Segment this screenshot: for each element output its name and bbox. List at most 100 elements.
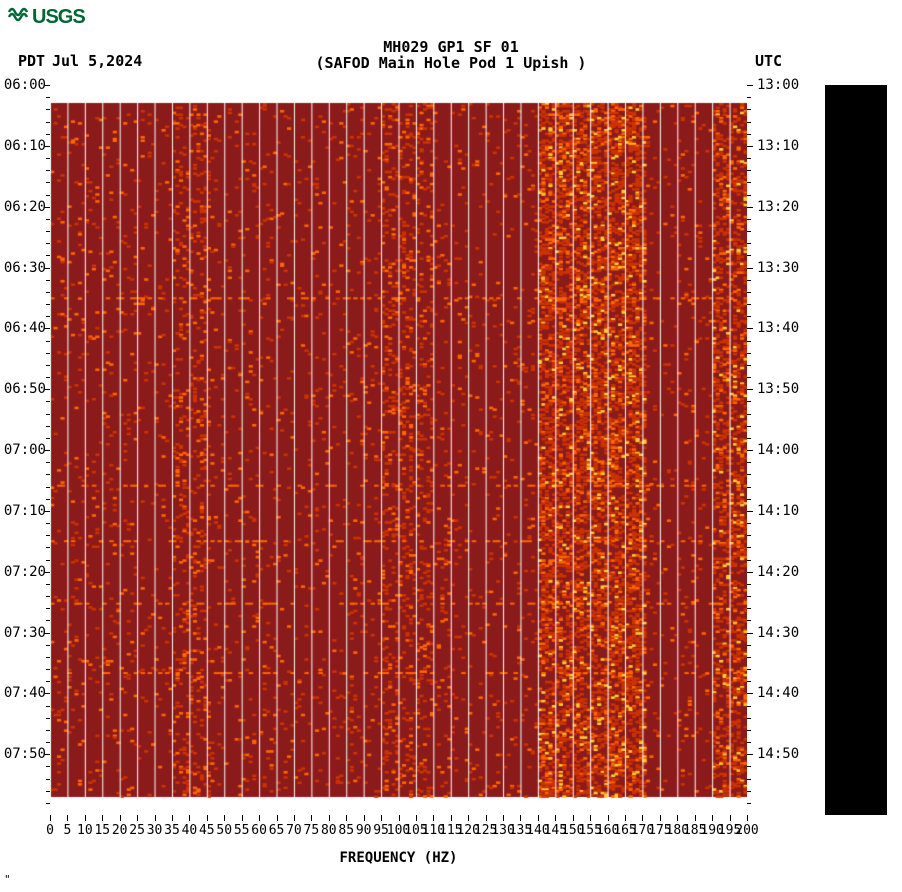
y-right-tick-label: 13:00: [757, 77, 799, 93]
y-right-tick-label: 14:30: [757, 625, 799, 641]
y-right-minor-tick: [747, 304, 751, 305]
y-right-minor-tick: [747, 377, 751, 378]
y-left-tick-mark: [44, 146, 50, 147]
y-left-minor-tick: [46, 353, 50, 354]
x-tick-label: 80: [321, 823, 337, 838]
x-tick-mark: [207, 815, 208, 821]
y-right-minor-tick: [747, 97, 751, 98]
y-right-minor-tick: [747, 316, 751, 317]
y-right-minor-tick: [747, 231, 751, 232]
y-right-minor-tick: [747, 109, 751, 110]
y-right-tick-mark: [747, 572, 753, 573]
left-timezone-label: PDT: [18, 52, 45, 70]
y-right-minor-tick: [747, 170, 751, 171]
y-right-tick-label: 13:40: [757, 320, 799, 336]
y-right-tick-label: 14:50: [757, 746, 799, 762]
y-right-tick-mark: [747, 328, 753, 329]
y-right-minor-tick: [747, 414, 751, 415]
y-left-minor-tick: [46, 109, 50, 110]
y-right-minor-tick: [747, 195, 751, 196]
y-right-tick-label: 13:30: [757, 260, 799, 276]
x-axis-label: FREQUENCY (HZ): [0, 850, 797, 866]
y-right-tick-label: 14:20: [757, 564, 799, 580]
y-left-minor-tick: [46, 195, 50, 196]
x-tick-mark: [85, 815, 86, 821]
y-left-minor-tick: [46, 681, 50, 682]
x-tick-label: 70: [286, 823, 302, 838]
y-right-minor-tick: [747, 280, 751, 281]
y-right-minor-tick: [747, 718, 751, 719]
y-right-minor-tick: [747, 596, 751, 597]
x-tick-label: 85: [338, 823, 354, 838]
x-tick-mark: [712, 815, 713, 821]
y-left-minor-tick: [46, 742, 50, 743]
x-tick-label: 90: [356, 823, 372, 838]
y-right-minor-tick: [747, 499, 751, 500]
x-tick-mark: [346, 815, 347, 821]
y-left-tick-label: 06:50: [2, 381, 46, 397]
y-left-minor-tick: [46, 596, 50, 597]
y-left-tick-mark: [44, 450, 50, 451]
y-left-minor-tick: [46, 608, 50, 609]
y-left-minor-tick: [46, 304, 50, 305]
y-left-minor-tick: [46, 219, 50, 220]
y-right-minor-tick: [747, 134, 751, 135]
y-right-tick-mark: [747, 85, 753, 86]
x-tick-mark: [399, 815, 400, 821]
y-left-minor-tick: [46, 401, 50, 402]
spectrogram-plot: [50, 85, 747, 815]
x-tick-mark: [555, 815, 556, 821]
right-timezone-label: UTC: [755, 52, 782, 70]
x-tick-mark: [189, 815, 190, 821]
y-right-tick-mark: [747, 633, 753, 634]
y-left-tick-label: 07:00: [2, 442, 46, 458]
y-right-tick-label: 13:20: [757, 199, 799, 215]
y-left-tick-label: 07:20: [2, 564, 46, 580]
y-right-tick-mark: [747, 450, 753, 451]
x-tick-mark: [590, 815, 591, 821]
y-right-minor-tick: [747, 779, 751, 780]
x-tick-mark: [155, 815, 156, 821]
logo-wave-icon: [8, 5, 30, 29]
y-right-tick-mark: [747, 146, 753, 147]
y-left-tick-label: 07:40: [2, 685, 46, 701]
x-tick-label: 10: [77, 823, 93, 838]
y-right-tick-mark: [747, 511, 753, 512]
x-tick-mark: [381, 815, 382, 821]
y-left-minor-tick: [46, 438, 50, 439]
y-left-tick-label: 07:30: [2, 625, 46, 641]
y-right-minor-tick: [747, 426, 751, 427]
y-left-minor-tick: [46, 547, 50, 548]
y-left-tick-label: 06:40: [2, 320, 46, 336]
y-left-tick-label: 06:30: [2, 260, 46, 276]
x-tick-label: 5: [64, 823, 72, 838]
x-tick-mark: [329, 815, 330, 821]
x-tick-mark: [538, 815, 539, 821]
y-right-minor-tick: [747, 742, 751, 743]
y-left-tick-mark: [44, 511, 50, 512]
y-left-minor-tick: [46, 231, 50, 232]
y-left-tick-mark: [44, 207, 50, 208]
y-right-minor-tick: [747, 803, 751, 804]
y-left-minor-tick: [46, 523, 50, 524]
x-tick-mark: [277, 815, 278, 821]
x-tick-mark: [416, 815, 417, 821]
x-tick-mark: [747, 815, 748, 821]
y-left-minor-tick: [46, 365, 50, 366]
x-tick-mark: [625, 815, 626, 821]
x-tick-mark: [242, 815, 243, 821]
x-tick-label: 45: [199, 823, 215, 838]
y-right-tick-mark: [747, 389, 753, 390]
y-left-minor-tick: [46, 97, 50, 98]
x-tick-mark: [486, 815, 487, 821]
x-tick-label: 55: [234, 823, 250, 838]
y-right-minor-tick: [747, 706, 751, 707]
y-left-minor-tick: [46, 560, 50, 561]
y-left-minor-tick: [46, 803, 50, 804]
y-right-tick-mark: [747, 754, 753, 755]
y-right-minor-tick: [747, 182, 751, 183]
y-left-tick-mark: [44, 754, 50, 755]
y-right-tick-mark: [747, 268, 753, 269]
x-tick-label: 40: [182, 823, 198, 838]
y-left-minor-tick: [46, 474, 50, 475]
